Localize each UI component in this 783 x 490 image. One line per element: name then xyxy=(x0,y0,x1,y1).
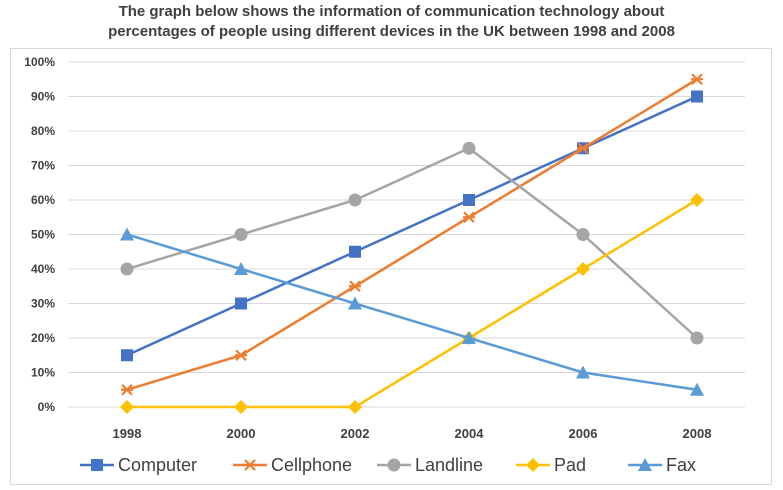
data-point-computer xyxy=(463,194,475,206)
x-tick-label: 2000 xyxy=(227,426,256,441)
data-point-pad xyxy=(348,400,362,414)
y-tick-label: 20% xyxy=(31,331,55,345)
y-tick-label: 0% xyxy=(38,400,56,414)
legend-marker-fax xyxy=(638,458,652,471)
data-point-fax xyxy=(690,382,704,396)
x-tick-label: 2002 xyxy=(341,426,370,441)
legend-label-pad: Pad xyxy=(554,455,586,475)
chart-area xyxy=(10,48,772,485)
x-tick-label: 1998 xyxy=(113,426,142,441)
legend-marker-cellphone xyxy=(244,459,256,471)
data-point-computer xyxy=(121,349,133,362)
legend-item-fax: Fax xyxy=(628,455,696,475)
x-tick-label: 2006 xyxy=(569,426,598,441)
legend-item-cellphone: Cellphone xyxy=(233,455,352,475)
legend-marker-pad xyxy=(526,458,540,472)
legend-item-computer: Computer xyxy=(80,455,197,475)
data-point-landline xyxy=(462,141,476,155)
gridlines xyxy=(68,61,745,408)
y-tick-label: 70% xyxy=(31,159,55,173)
data-point-pad xyxy=(690,193,704,207)
y-tick-label: 10% xyxy=(31,366,55,380)
series-line-landline xyxy=(126,147,698,339)
y-axis-ticks: 0% 10% 20% 30% 40% 50% 60% 70% 80% 90% 100% xyxy=(24,55,55,414)
series-line-fax xyxy=(126,233,698,391)
data-point-cellphone xyxy=(349,280,361,293)
x-axis-ticks: 1998 2000 2002 2004 2006 2008 xyxy=(113,426,712,441)
legend-label-computer: Computer xyxy=(118,455,197,475)
y-tick-label: 40% xyxy=(31,262,55,276)
data-point-cellphone xyxy=(463,211,475,224)
series-line-computer xyxy=(126,95,698,357)
legend-item-pad: Pad xyxy=(516,455,586,475)
chart-title-line-1: The graph below shows the information of… xyxy=(118,3,665,20)
y-tick-label: 90% xyxy=(31,90,55,104)
series-fax xyxy=(120,227,704,396)
series-cellphone xyxy=(121,73,703,396)
legend-label-fax: Fax xyxy=(666,455,696,475)
chart-title: The graph below shows the information of… xyxy=(0,2,783,42)
chart-title-line-2: percentages of people using different de… xyxy=(108,23,675,40)
y-tick-label: 30% xyxy=(31,297,55,311)
data-point-computer xyxy=(235,297,247,310)
data-point-cellphone xyxy=(235,349,247,362)
data-point-fax xyxy=(120,227,134,241)
x-tick-label: 2004 xyxy=(455,426,485,441)
x-tick-label: 2008 xyxy=(683,426,712,441)
legend-label-landline: Landline xyxy=(415,455,483,475)
data-point-cellphone xyxy=(121,383,133,396)
series-lines xyxy=(120,73,704,414)
data-point-computer xyxy=(691,90,703,103)
data-point-landline xyxy=(690,331,704,345)
data-point-pad xyxy=(234,400,248,414)
legend-label-cellphone: Cellphone xyxy=(271,455,352,475)
data-point-computer xyxy=(349,245,361,258)
series-line-pad xyxy=(127,198,698,409)
legend: Computer Cellphone Landline Pad Fax xyxy=(80,455,696,475)
data-point-landline xyxy=(576,228,590,241)
legend-marker-computer xyxy=(91,459,103,471)
data-point-landline xyxy=(120,262,134,276)
data-point-fax xyxy=(462,331,476,344)
series-landline xyxy=(120,141,704,345)
data-point-cellphone xyxy=(691,73,703,86)
data-point-landline xyxy=(348,193,362,207)
legend-item-landline: Landline xyxy=(377,455,483,475)
data-point-fax xyxy=(348,296,362,310)
y-tick-label: 50% xyxy=(31,228,55,242)
y-tick-label: 60% xyxy=(31,193,55,207)
data-point-landline xyxy=(234,228,248,241)
series-pad xyxy=(120,193,704,414)
data-point-pad xyxy=(576,262,590,276)
legend-marker-landline xyxy=(387,458,401,472)
data-point-pad xyxy=(120,400,134,414)
data-point-fax xyxy=(576,365,590,379)
series-line-cellphone xyxy=(126,78,698,391)
data-point-fax xyxy=(234,262,248,275)
data-point-cellphone xyxy=(577,142,589,155)
y-tick-label: 80% xyxy=(31,124,55,138)
y-tick-label: 100% xyxy=(24,55,55,69)
